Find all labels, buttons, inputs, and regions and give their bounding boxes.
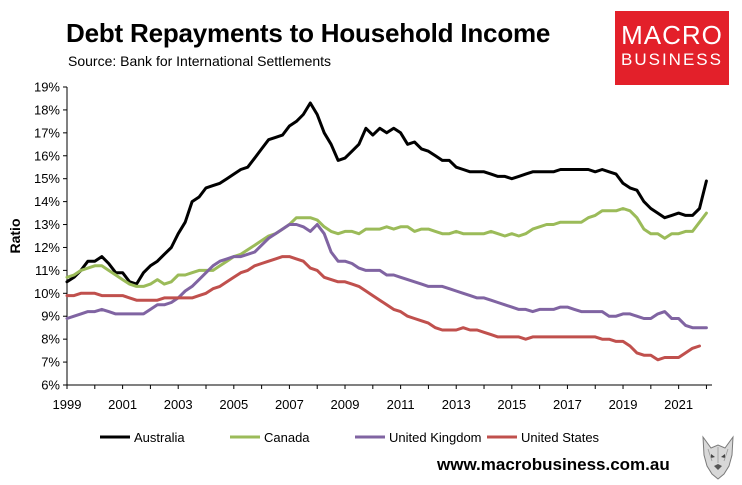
x-tick-label: 1999 — [53, 397, 82, 412]
chart-subtitle: Source: Bank for International Settlemen… — [68, 53, 332, 69]
x-tick-label: 2007 — [275, 397, 304, 412]
y-tick-label: 11% — [35, 263, 60, 278]
x-tick-label: 2005 — [219, 397, 248, 412]
y-tick-label: 10% — [34, 286, 60, 301]
series-line-united-kingdom — [65, 223, 708, 330]
series-line-canada — [65, 207, 708, 288]
x-tick-label: 2003 — [164, 397, 193, 412]
legend-label-australia: Australia — [134, 430, 185, 445]
y-tick-label: 16% — [34, 148, 60, 163]
y-tick-label: 7% — [41, 355, 60, 370]
logo-text-business: BUSINESS — [621, 50, 723, 69]
y-axis-label: Ratio — [7, 219, 23, 254]
wolf-icon — [702, 435, 734, 480]
x-tick-label: 2009 — [331, 397, 360, 412]
x-tick-label: 2015 — [497, 397, 526, 412]
y-tick-label: 8% — [41, 332, 60, 347]
y-tick-label: 18% — [34, 102, 60, 117]
series-line-united-states — [65, 255, 701, 362]
chart-title: Debt Repayments to Household Income — [66, 18, 551, 48]
x-tick-label: 2001 — [108, 397, 137, 412]
x-tick-label: 2021 — [664, 397, 693, 412]
y-tick-label: 6% — [41, 378, 60, 393]
legend-label-united-states: United States — [521, 430, 600, 445]
legend-label-canada: Canada — [264, 430, 310, 445]
y-tick-label: 12% — [34, 240, 60, 255]
y-tick-label: 13% — [34, 217, 60, 232]
macrobusiness-logo[interactable]: MACRO BUSINESS — [615, 11, 729, 85]
y-tick-label: 15% — [34, 171, 60, 186]
y-tick-label: 14% — [34, 194, 60, 209]
x-tick-label: 2011 — [387, 397, 415, 412]
website-url[interactable]: www.macrobusiness.com.au — [437, 455, 670, 474]
legend-label-united-kingdom: United Kingdom — [389, 430, 482, 445]
y-tick-label: 19% — [34, 80, 60, 95]
logo-text-macro: MACRO — [621, 20, 723, 50]
y-tick-label: 9% — [41, 309, 60, 324]
y-tick-label: 17% — [34, 125, 60, 140]
x-tick-label: 2013 — [442, 397, 471, 412]
series-line-australia — [65, 101, 708, 286]
x-tick-label: 2019 — [609, 397, 638, 412]
x-tick-label: 2017 — [553, 397, 582, 412]
